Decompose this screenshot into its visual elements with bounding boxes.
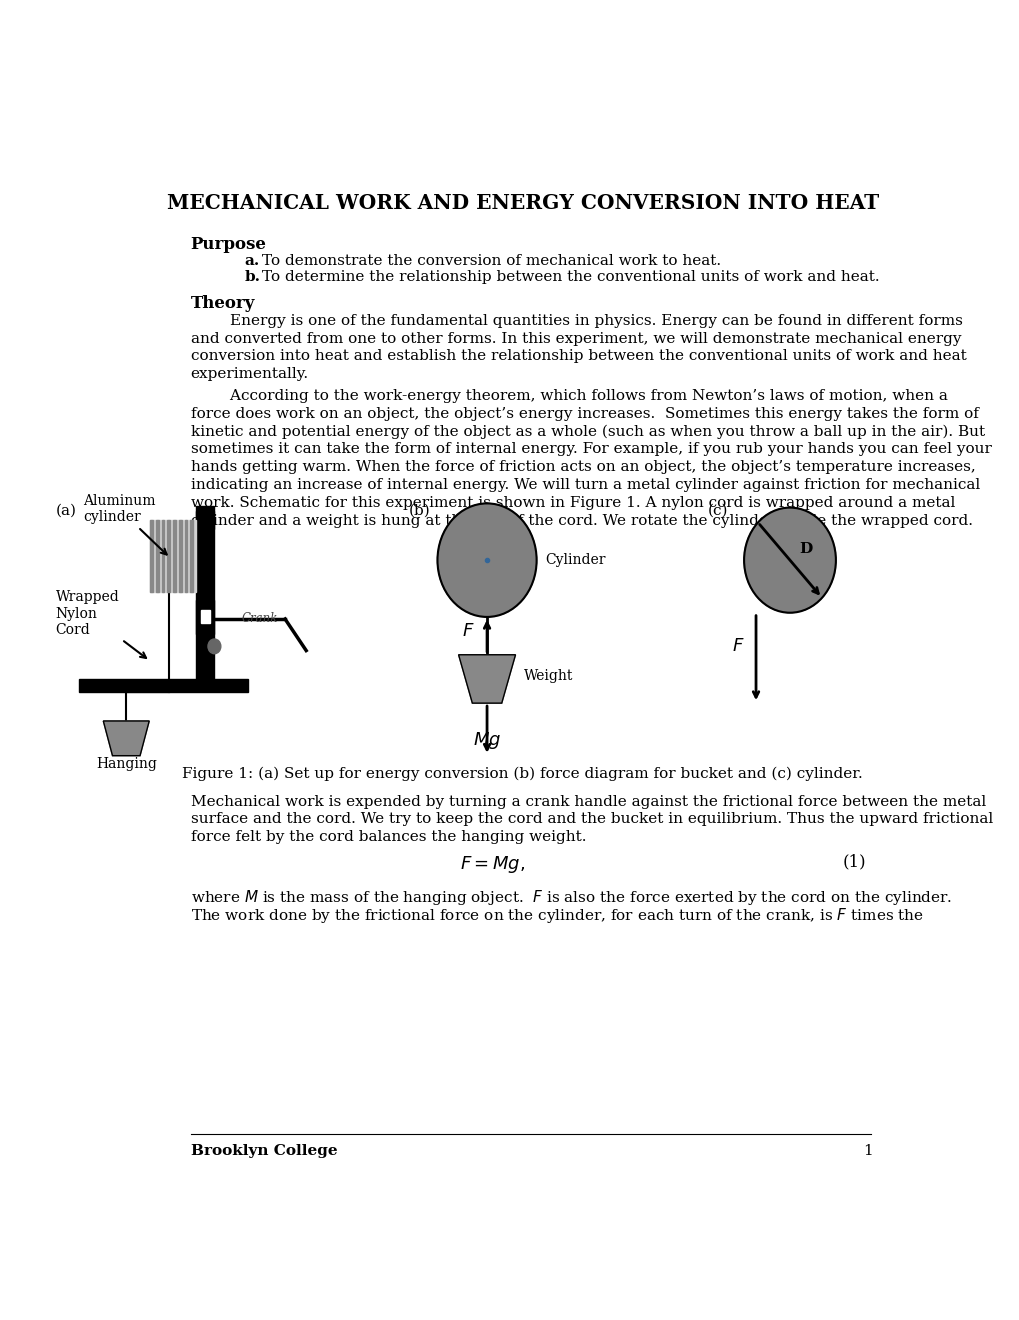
Text: force felt by the cord balances the hanging weight.: force felt by the cord balances the hang… [191,830,586,845]
Text: D: D [799,541,811,556]
Text: force does work on an object, the object’s energy increases.  Sometimes this ene: force does work on an object, the object… [191,407,977,421]
Bar [196,506,214,528]
Circle shape [208,639,221,653]
Bar [201,610,210,623]
Bar [156,520,159,591]
Text: where $M$ is the mass of the hanging object.  $F$ is also the force exerted by t: where $M$ is the mass of the hanging obj… [191,888,951,907]
Text: To demonstrate the conversion of mechanical work to heat.: To demonstrate the conversion of mechani… [262,253,720,268]
Text: Mechanical work is expended by turning a crank handle against the frictional for: Mechanical work is expended by turning a… [191,795,985,809]
Text: Energy is one of the fundamental quantities in physics. Energy can be found in d: Energy is one of the fundamental quantit… [191,314,962,327]
Circle shape [437,503,536,616]
Text: (1): (1) [842,854,866,871]
Bar [196,511,214,689]
Text: a.: a. [245,253,260,268]
Bar [78,678,249,692]
Circle shape [744,508,836,612]
Text: $F$: $F$ [462,622,475,640]
Text: Weight: Weight [524,669,573,682]
Text: sometimes it can take the form of internal energy. For example, if you rub your : sometimes it can take the form of intern… [191,442,990,457]
Text: 1: 1 [862,1144,871,1159]
Text: (c): (c) [707,503,728,517]
Text: (a): (a) [56,503,76,517]
Text: Cylinder: Cylinder [544,553,605,568]
Text: According to the work-energy theorem, which follows from Newton’s laws of motion: According to the work-energy theorem, wh… [191,389,947,403]
Text: Aluminum
cylinder: Aluminum cylinder [84,494,166,554]
Text: Purpose: Purpose [191,236,266,252]
Bar [196,601,214,634]
Text: Crank: Crank [242,612,278,626]
Text: b.: b. [245,271,260,284]
Polygon shape [103,721,149,755]
Bar [191,520,193,591]
Text: and converted from one to other forms. In this experiment, we will demonstrate m: and converted from one to other forms. I… [191,331,960,346]
Text: work. Schematic for this experiment is shown in Figure 1. A nylon cord is wrappe: work. Schematic for this experiment is s… [191,496,954,510]
Text: indicating an increase of internal energy. We will turn a metal cylinder against: indicating an increase of internal energ… [191,478,979,492]
Bar [167,520,170,591]
Text: cylinder and a weight is hung at the end of the cord. We rotate the cylinder ins: cylinder and a weight is hung at the end… [191,513,972,528]
Text: MECHANICAL WORK AND ENERGY CONVERSION INTO HEAT: MECHANICAL WORK AND ENERGY CONVERSION IN… [166,193,878,213]
Text: To determine the relationship between the conventional units of work and heat.: To determine the relationship between th… [262,271,878,284]
Text: $F = Mg ,$: $F = Mg ,$ [459,854,525,875]
Text: (b): (b) [409,503,430,517]
Text: Hanging: Hanging [96,758,157,771]
Text: The work done by the frictional force on the cylinder, for each turn of the cran: The work done by the frictional force on… [191,906,923,925]
Text: Brooklyn College: Brooklyn College [191,1144,337,1159]
Text: $F$: $F$ [732,636,744,655]
Text: experimentally.: experimentally. [191,367,309,381]
Bar [150,520,153,591]
Bar [161,520,164,591]
Polygon shape [459,655,515,704]
Text: kinetic and potential energy of the object as a whole (such as when you throw a : kinetic and potential energy of the obje… [191,425,984,440]
Text: hands getting warm. When the force of friction acts on an object, the object’s t: hands getting warm. When the force of fr… [191,461,974,474]
Text: Theory: Theory [191,294,255,312]
Text: $Mg$: $Mg$ [473,730,501,751]
Bar [184,520,187,591]
Bar [150,520,196,591]
Text: conversion into heat and establish the relationship between the conventional uni: conversion into heat and establish the r… [191,350,966,363]
Bar [173,520,176,591]
Text: surface and the cord. We try to keep the cord and the bucket in equilibrium. Thu: surface and the cord. We try to keep the… [191,812,993,826]
Text: Wrapped
Nylon
Cord: Wrapped Nylon Cord [56,590,146,657]
Bar [178,520,181,591]
Text: Figure 1: (a) Set up for energy conversion (b) force diagram for bucket and (c) : Figure 1: (a) Set up for energy conversi… [182,766,862,780]
